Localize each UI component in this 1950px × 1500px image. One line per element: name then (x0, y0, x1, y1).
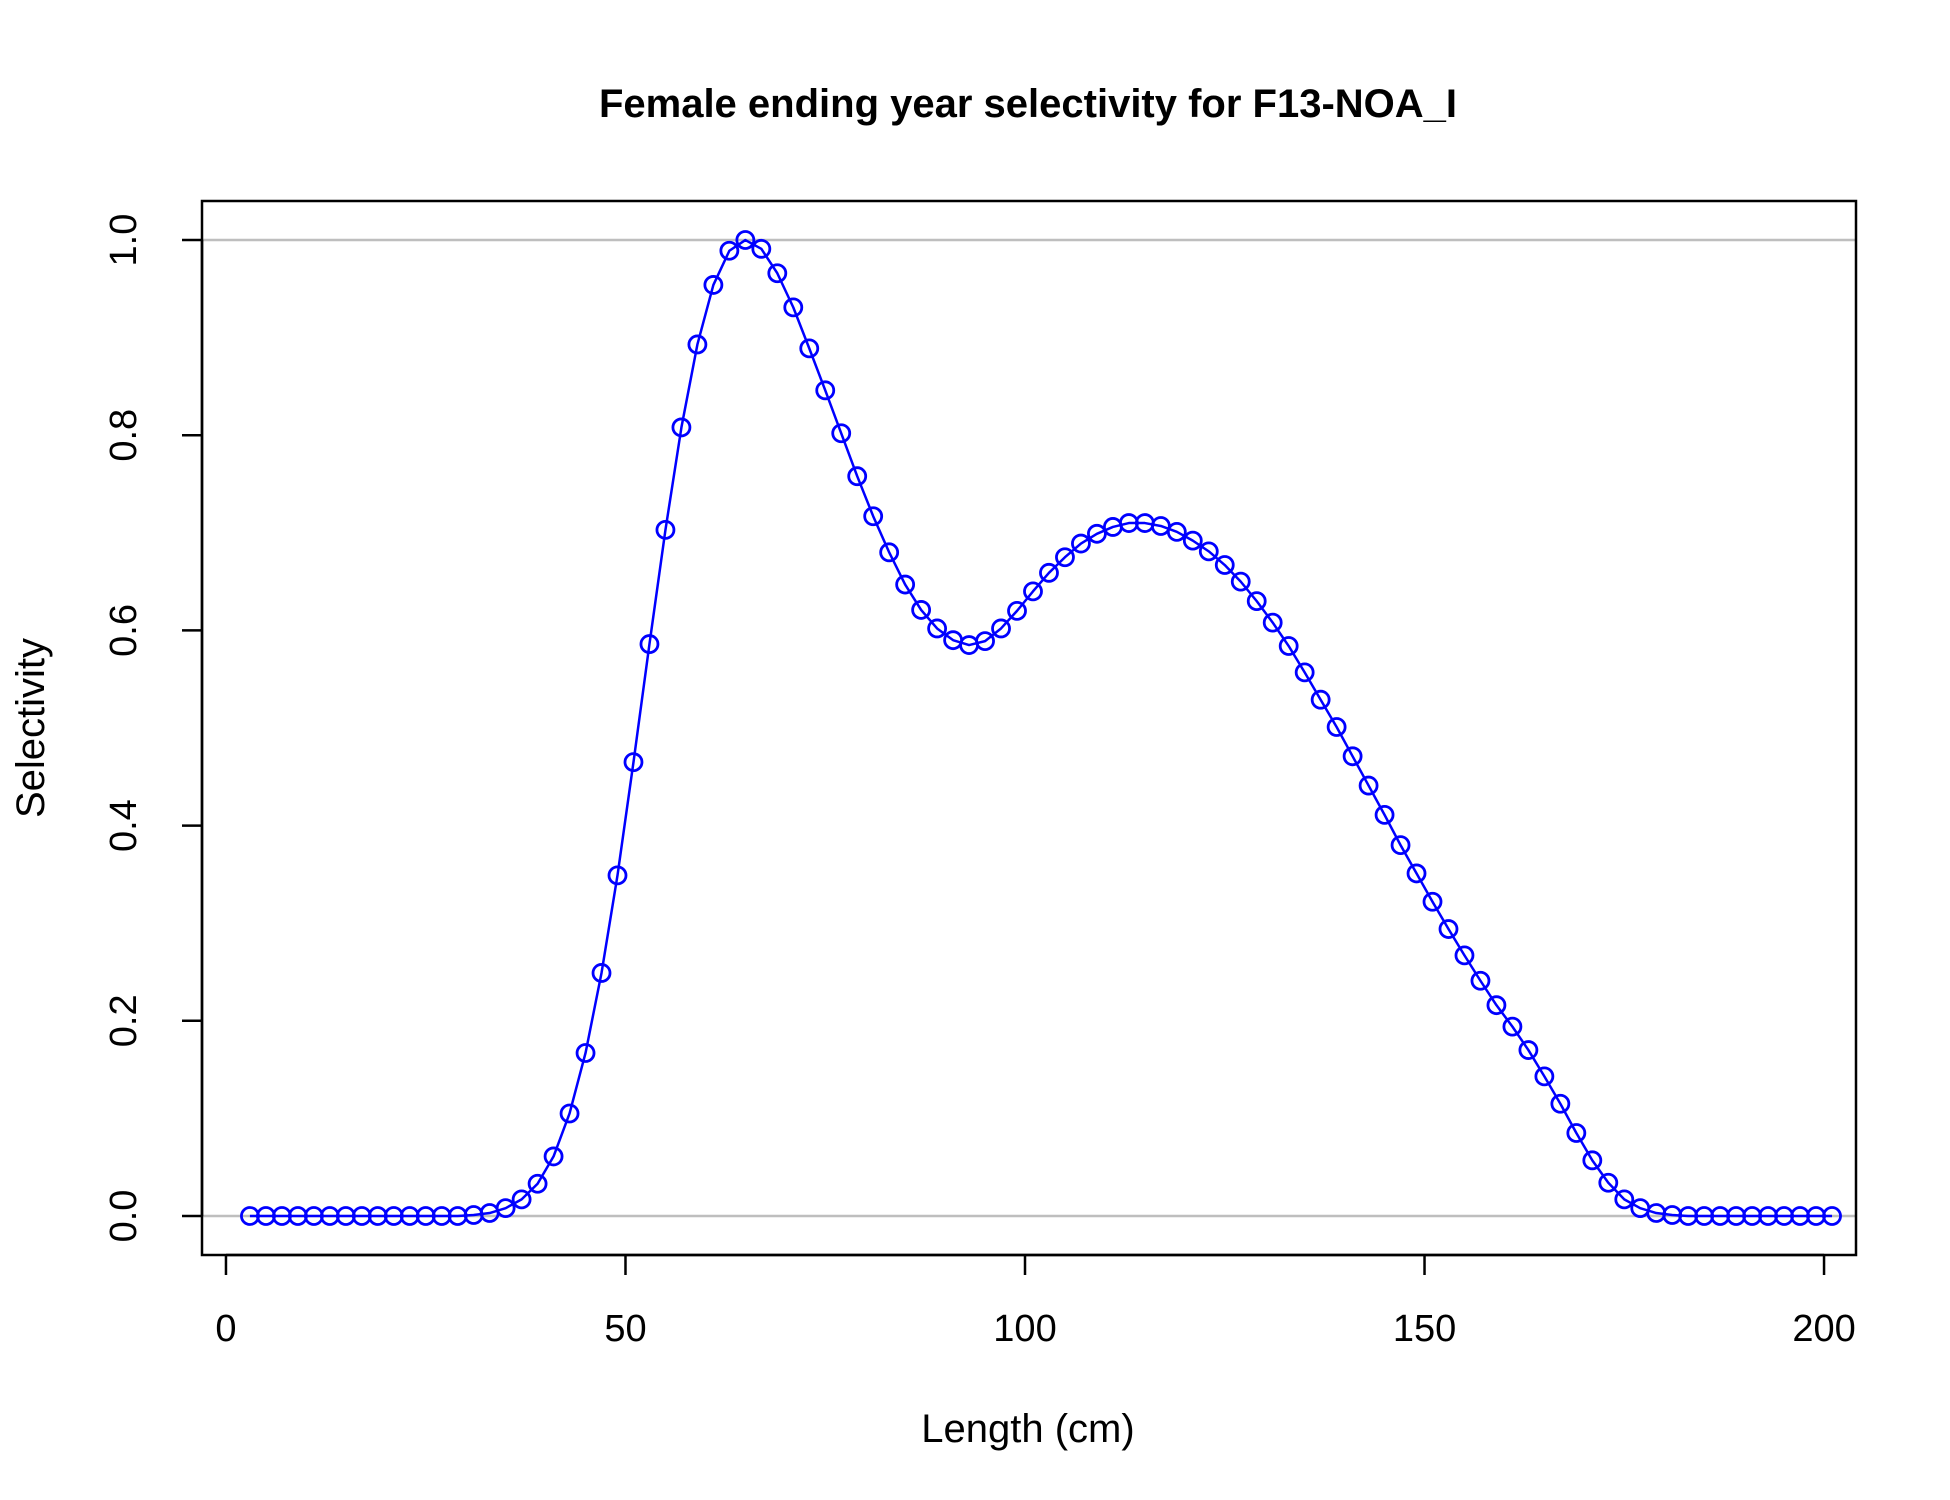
data-point (1550, 1093, 1571, 1114)
data-point (495, 1198, 516, 1219)
reference-lines (202, 238, 1856, 1218)
x-tick-label: 100 (993, 1308, 1056, 1350)
data-point (1502, 1016, 1523, 1037)
y-tick-label: 0.8 (103, 409, 145, 462)
data-point (895, 574, 916, 595)
x-tick-label: 50 (604, 1308, 646, 1350)
data-point (1278, 636, 1299, 656)
data-point (735, 230, 756, 250)
data-point (575, 1043, 596, 1063)
data-point (1358, 775, 1379, 796)
data-point (1198, 541, 1219, 562)
data-point (1262, 612, 1283, 633)
data-point (1614, 1189, 1635, 1210)
data-point (1310, 689, 1331, 710)
data-point (1454, 945, 1475, 966)
data-point (1007, 600, 1027, 621)
data-point (815, 380, 836, 401)
data-point (623, 752, 644, 773)
data-point (751, 238, 772, 259)
data-point (1486, 995, 1507, 1016)
data-point (1390, 835, 1411, 856)
data-point (879, 542, 900, 563)
y-tick-label: 0.6 (103, 604, 145, 657)
data-point (703, 275, 724, 295)
y-axis-label: Selectivity (9, 638, 53, 818)
data-point (1087, 523, 1107, 544)
data-point (1566, 1123, 1587, 1143)
data-point (927, 618, 948, 639)
data-point (511, 1189, 532, 1210)
data-point (1438, 919, 1459, 939)
x-tick-label: 200 (1792, 1308, 1855, 1350)
x-tick-label: 150 (1393, 1308, 1456, 1350)
x-axis-label: Length (cm) (921, 1407, 1134, 1451)
data-point (1326, 717, 1347, 737)
data-point (1342, 746, 1363, 767)
data-point (639, 634, 660, 654)
data-point (559, 1103, 580, 1124)
data-point (1071, 533, 1091, 554)
data-point (1374, 804, 1395, 825)
data-point (1023, 581, 1043, 602)
y-axis: 0.0 0.2 0.4 0.6 0.8 1.0 (103, 214, 204, 1243)
data-point (1166, 521, 1187, 542)
data-point (1182, 530, 1203, 551)
series-points-group (240, 230, 1842, 1226)
data-point (863, 506, 884, 527)
data-point (847, 466, 868, 487)
data-point (591, 963, 612, 983)
data-point (719, 240, 740, 261)
data-point (991, 618, 1011, 639)
data-point (799, 338, 820, 359)
data-point (687, 334, 708, 355)
data-point (1534, 1066, 1555, 1087)
x-tick-label: 0 (215, 1308, 236, 1350)
data-point (1214, 555, 1235, 575)
data-point (767, 263, 788, 284)
y-tick-label: 0.0 (103, 1190, 145, 1243)
y-tick-label: 0.2 (103, 994, 145, 1047)
y-tick-label: 1.0 (103, 214, 145, 267)
data-point (1294, 662, 1315, 683)
x-axis: 0 50 100 150 200 (215, 1253, 1856, 1350)
data-point (1246, 591, 1267, 612)
data-point (1055, 547, 1075, 568)
data-point (1582, 1150, 1603, 1171)
data-point (1422, 891, 1443, 912)
data-point (543, 1146, 564, 1167)
data-point (1230, 571, 1251, 592)
data-point (1470, 970, 1491, 991)
y-tick-label: 0.4 (103, 799, 145, 852)
data-point (1598, 1172, 1619, 1193)
data-point (607, 865, 628, 886)
data-point (975, 631, 995, 652)
data-point (1518, 1040, 1539, 1060)
data-point (527, 1173, 548, 1194)
chart-title: Female ending year selectivity for F13-N… (599, 82, 1457, 126)
data-point (1406, 863, 1427, 884)
data-point (671, 417, 692, 438)
data-point (911, 600, 932, 620)
data-point (783, 297, 804, 318)
data-point (831, 423, 852, 444)
data-point (1822, 1206, 1842, 1226)
data-point (1039, 562, 1059, 583)
data-point (655, 519, 676, 540)
